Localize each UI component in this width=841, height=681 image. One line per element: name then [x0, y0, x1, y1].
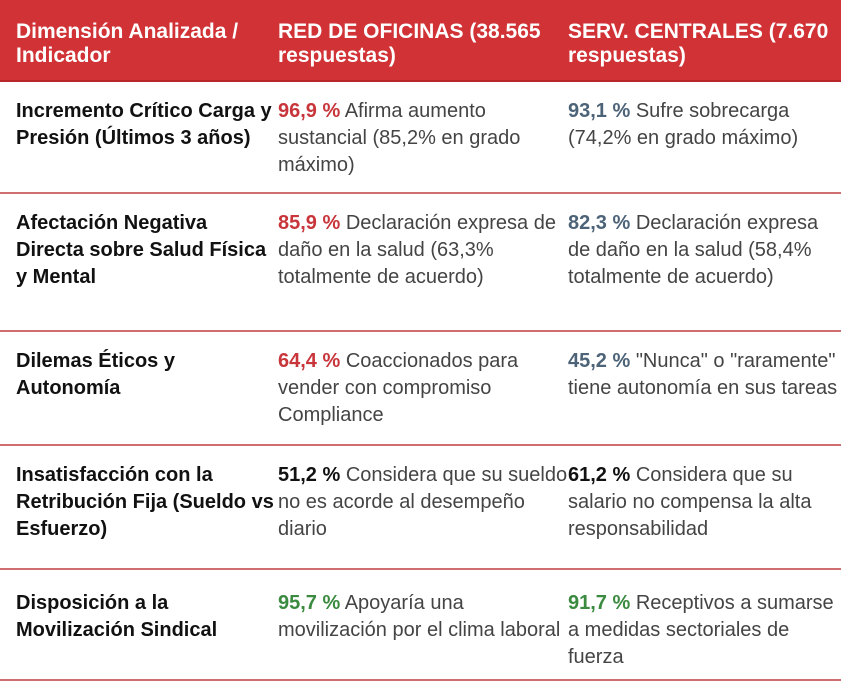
centrales-value: 61,2 % [568, 464, 631, 486]
row-dimension: Afectación Negativa Directa sobre Salud … [16, 212, 267, 288]
row-dimension: Dilemas Éticos y Autonomía [16, 350, 175, 399]
oficinas-value: 96,9 % [278, 100, 341, 122]
oficinas-cell: 64,4 % Coaccionados para vender con comp… [277, 332, 568, 444]
centrales-cell: 61,2 % Considera que su salario no compe… [568, 446, 841, 568]
centrales-value: 45,2 % [568, 350, 631, 372]
centrales-cell: 93,1 % Sufre sobrecarga (74,2% en grado … [568, 82, 841, 192]
centrales-text: Declaración expresa de daño en la salud … [568, 212, 819, 288]
centrales-text: Receptivos a sumarse a medidas sectorial… [568, 592, 834, 668]
centrales-text: "Nunca" o "raramente" tiene autonomía en… [568, 350, 838, 399]
oficinas-cell: 96,9 % Afirma aumento sustancial (85,2% … [277, 82, 568, 192]
centrales-cell: 45,2 % "Nunca" o "raramente" tiene auton… [568, 332, 841, 444]
table-row: Dilemas Éticos y Autonomía 64,4 % Coacci… [0, 332, 841, 446]
row-dimension: Disposición a la Movilización Sindical [16, 592, 218, 641]
centrales-value: 82,3 % [568, 212, 631, 234]
header-red-de-oficinas: RED DE OFICINAS (38.565 respuestas) [278, 20, 541, 67]
oficinas-value: 51,2 % [278, 464, 341, 486]
oficinas-value: 64,4 % [278, 350, 341, 372]
centrales-text: Sufre sobrecarga (74,2% en grado máximo) [568, 100, 799, 149]
oficinas-value: 85,9 % [278, 212, 341, 234]
oficinas-text: Declaración expresa de daño en la salud … [278, 212, 556, 288]
oficinas-cell: 95,7 % Apoyaría una movilización por el … [277, 570, 568, 679]
header-serv-centrales: SERV. CENTRALES (7.670 respuestas) [568, 20, 829, 67]
oficinas-value: 95,7 % [278, 592, 341, 614]
table-row: Insatisfacción con la Retribución Fija (… [0, 446, 841, 570]
table-row: Afectación Negativa Directa sobre Salud … [0, 194, 841, 332]
oficinas-text: Coaccionados para vender con compromiso … [278, 350, 519, 426]
oficinas-cell: 85,9 % Declaración expresa de daño en la… [277, 194, 568, 330]
table-row: Disposición a la Movilización Sindical 9… [0, 570, 841, 681]
row-dimension: Insatisfacción con la Retribución Fija (… [16, 464, 274, 540]
oficinas-text: Afirma aumento sustancial (85,2% en grad… [278, 100, 521, 176]
row-dimension: Incremento Crítico Carga y Presión (Últi… [16, 100, 272, 149]
header-dimension: Dimensión Analizada / Indicador [16, 20, 239, 67]
centrales-value: 93,1 % [568, 100, 631, 122]
centrales-cell: 91,7 % Receptivos a sumarse a medidas se… [568, 570, 841, 679]
table-row: Incremento Crítico Carga y Presión (Últi… [0, 82, 841, 194]
oficinas-cell: 51,2 % Considera que su sueldo no es aco… [277, 446, 568, 568]
centrales-value: 91,7 % [568, 592, 631, 614]
table-header: Dimensión Analizada / Indicador RED DE O… [0, 0, 841, 82]
centrales-cell: 82,3 % Declaración expresa de daño en la… [568, 194, 841, 330]
oficinas-text: Considera que su sueldo no es acorde al … [278, 464, 568, 540]
centrales-text: Considera que su salario no compensa la … [568, 464, 812, 540]
oficinas-text: Apoyaría una movilización por el clima l… [278, 592, 561, 641]
